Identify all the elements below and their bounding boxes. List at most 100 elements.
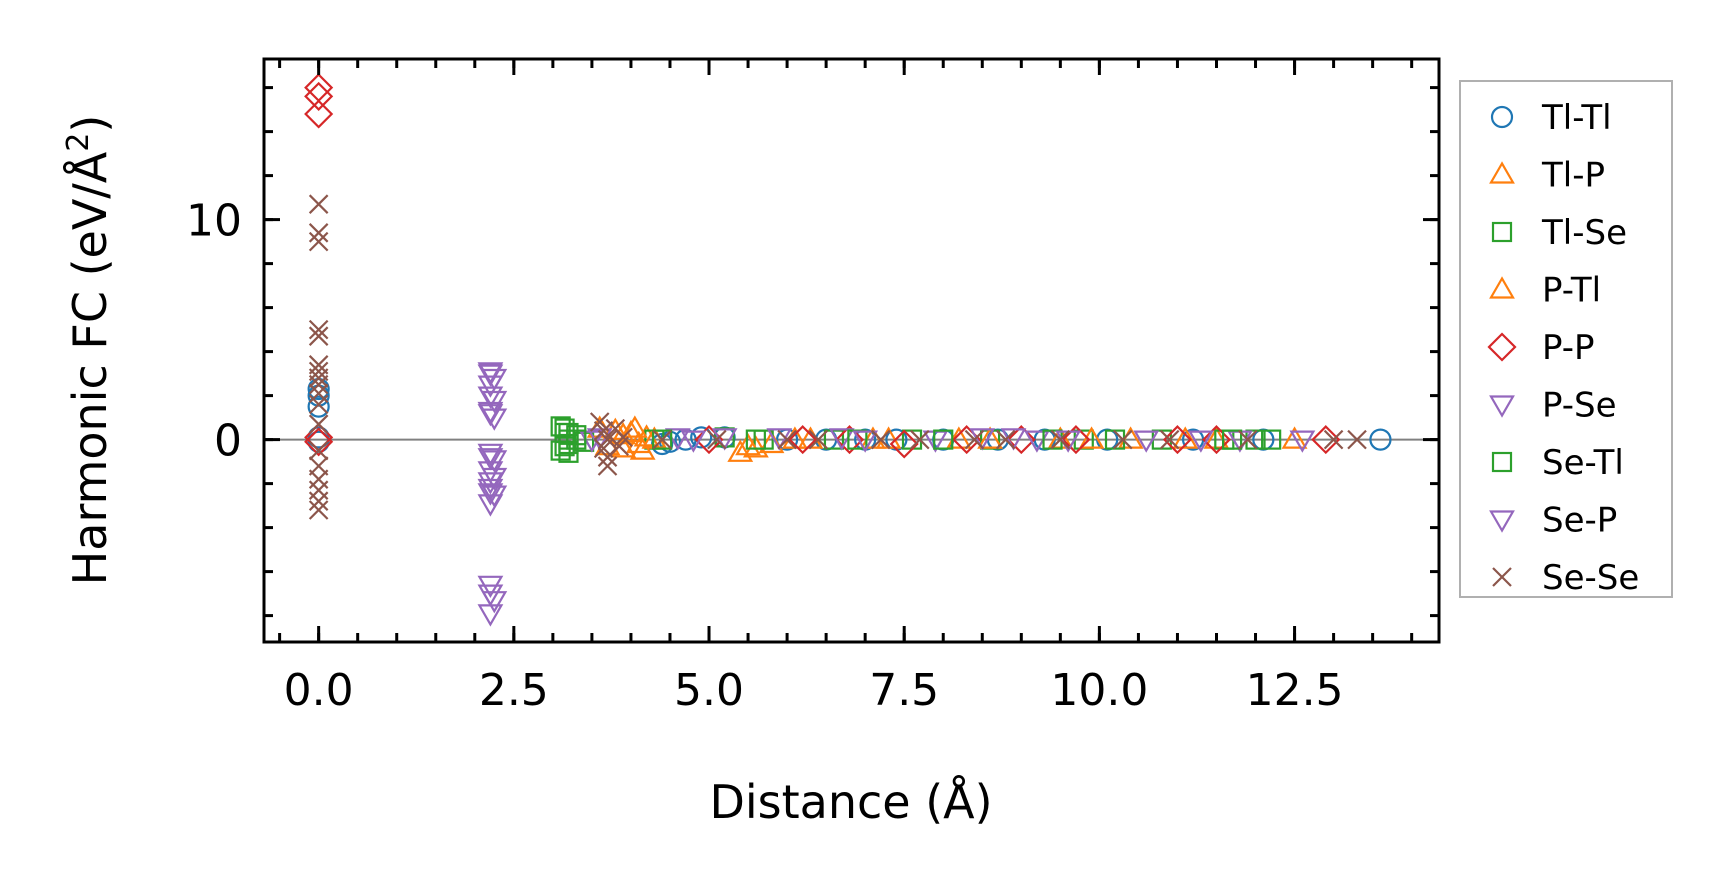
point-se-se	[308, 469, 329, 489]
point-se-se	[308, 480, 329, 500]
point-se-se	[308, 394, 329, 415]
point-p-tl	[621, 415, 648, 438]
legend-label-tl-se: Tl-Se	[1541, 213, 1627, 253]
legend-label-p-se: P-Se	[1542, 386, 1617, 426]
point-p-se	[828, 428, 855, 451]
point-se-se	[308, 231, 329, 252]
series-se-p	[477, 364, 1214, 607]
point-tl-se	[823, 429, 845, 450]
point-se-p	[477, 386, 504, 409]
plot-frame	[262, 57, 1441, 644]
point-se-se	[1347, 429, 1367, 450]
point-p-p	[1311, 425, 1341, 455]
point-p-se	[1000, 428, 1027, 451]
legend-label-se-se: Se-Se	[1542, 558, 1639, 598]
point-se-p	[852, 430, 879, 453]
point-se-se	[609, 436, 630, 456]
point-se-se	[777, 429, 797, 450]
legend-entry-tl-tl: Tl-Tl	[1490, 98, 1612, 138]
point-p-se	[481, 408, 508, 431]
legend-marker-p-se	[1489, 395, 1515, 418]
point-se-se	[308, 440, 329, 461]
legend: Tl-Tl Tl-P Tl-Se P-Tl P-P P-Se Se-Tl Se-P Se-Se	[1459, 80, 1673, 598]
point-p-p	[889, 429, 919, 459]
point-p-se	[477, 494, 504, 517]
point-se-tl	[1261, 429, 1282, 450]
point-se-se	[1050, 429, 1071, 450]
point-p-se	[481, 591, 508, 614]
series-tl-tl	[307, 377, 1392, 456]
point-se-p	[477, 472, 504, 495]
x-tick-label: 2.5	[479, 665, 549, 716]
point-p-tl	[1172, 426, 1199, 449]
point-p-se	[477, 375, 504, 398]
point-se-se	[910, 429, 930, 450]
point-p-se	[481, 467, 508, 491]
point-se-p	[969, 428, 996, 451]
point-p-se	[1133, 430, 1160, 453]
point-p-tl	[735, 433, 761, 456]
point-tl-p	[945, 426, 972, 449]
legend-label-p-p: P-P	[1542, 328, 1595, 368]
legend-label-tl-tl: Tl-Tl	[1541, 98, 1612, 138]
point-se-se	[1237, 429, 1258, 450]
point-se-se	[964, 429, 985, 450]
series-p-se	[477, 362, 1316, 627]
point-se-tl	[558, 433, 579, 455]
point-p-p	[1006, 425, 1036, 455]
legend-marker-se-tl	[1491, 451, 1513, 473]
legend-marker-tl-tl	[1490, 105, 1514, 129]
legend-marker-se-se	[1492, 567, 1512, 587]
point-p-se	[1289, 430, 1316, 453]
series-se-se	[308, 194, 1367, 520]
legend-label-se-p: Se-P	[1542, 501, 1617, 541]
point-se-p	[477, 404, 504, 427]
point-se-p	[477, 448, 504, 471]
x-tick-label: 5.0	[674, 665, 744, 716]
legend-marker-tl-se	[1491, 221, 1513, 243]
x-tick-label: 12.5	[1246, 665, 1344, 716]
y-tick-label: 0	[214, 416, 242, 467]
x-tick-label: 0.0	[284, 665, 354, 716]
point-se-tl	[554, 418, 575, 439]
point-se-se	[707, 429, 727, 450]
x-tick-label: 7.5	[869, 665, 939, 716]
legend-marker-p-p	[1487, 332, 1517, 362]
point-p-se	[481, 390, 508, 414]
point-p-p	[788, 425, 818, 455]
legend-entry-tl-p: Tl-P	[1489, 156, 1605, 196]
point-se-se	[308, 491, 329, 511]
point-se-se	[308, 319, 329, 340]
point-p-tl	[629, 437, 656, 460]
legend-entry-p-p: P-P	[1487, 328, 1595, 368]
y-axis-label: Harmonic FC (eV/Å2)	[61, 115, 117, 586]
point-se-se	[870, 429, 891, 450]
point-se-se	[808, 429, 829, 450]
point-se-se	[308, 368, 329, 388]
point-p-se	[664, 428, 691, 451]
point-se-p	[680, 430, 707, 453]
point-se-p	[477, 584, 504, 607]
data-markers	[304, 73, 1392, 627]
point-p-se	[711, 428, 738, 451]
point-se-p	[477, 364, 504, 387]
legend-entry-p-se: P-Se	[1489, 386, 1617, 426]
point-se-se	[1159, 429, 1180, 450]
legend-entry-se-p: Se-P	[1489, 501, 1617, 541]
y-axis-label-close: )	[63, 115, 117, 133]
axis-ticks	[264, 59, 1439, 642]
legend-label-p-tl: P-Tl	[1542, 271, 1601, 311]
point-p-se	[477, 604, 504, 627]
point-se-tl	[1222, 429, 1243, 450]
point-se-tl	[652, 429, 673, 450]
point-p-p	[304, 81, 334, 111]
y-axis-label-superscript: 2	[61, 133, 96, 152]
legend-marker-tl-p	[1489, 161, 1515, 184]
point-se-tl	[566, 429, 587, 450]
point-se-se	[308, 414, 329, 434]
point-se-se	[308, 500, 329, 520]
point-se-se	[597, 456, 618, 476]
point-p-p	[304, 99, 334, 129]
point-p-p	[1162, 425, 1193, 455]
